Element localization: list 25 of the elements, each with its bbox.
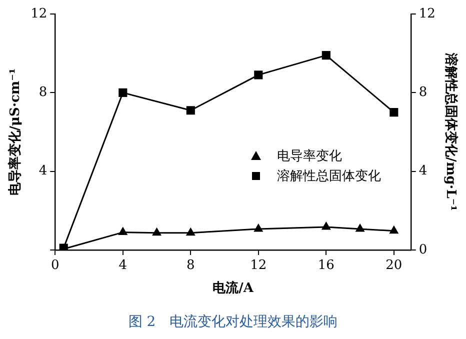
point (118, 88, 128, 97)
y2-tick-label: 4 (418, 164, 428, 179)
point (390, 108, 398, 117)
point (186, 106, 195, 115)
x-tick-label: 12 (250, 258, 267, 274)
x-tick-label: 4 (118, 258, 128, 274)
point (254, 70, 263, 80)
x-tick-label: 20 (386, 258, 402, 274)
point (322, 51, 330, 60)
y2-tick-label: 8 (418, 85, 428, 100)
y-axis-title: 电导率变化/μS·cm⁻¹ (7, 68, 24, 196)
y-tick-label: 4 (38, 164, 48, 179)
y2-tick-label: 0 (418, 242, 428, 258)
y-tick-label: 8 (38, 85, 48, 100)
x-tick-label: 16 (318, 258, 334, 274)
y2-axis-title: 溶解性总固体变化/mg·L⁻¹ (442, 52, 459, 211)
legend-label: 电导率变化 (276, 148, 342, 166)
x-axis-title: 电流/A (212, 280, 254, 296)
point (59, 244, 68, 250)
x-tick-label: 0 (51, 258, 60, 274)
legend-label: 溶解性总固体变化 (276, 168, 381, 186)
x-tick-label: 8 (186, 258, 195, 274)
text: 图 2 电流变化对处理效果的影响 (128, 314, 338, 330)
y2-tick-label: 12 (418, 6, 436, 22)
y-tick-label: 12 (30, 6, 48, 22)
